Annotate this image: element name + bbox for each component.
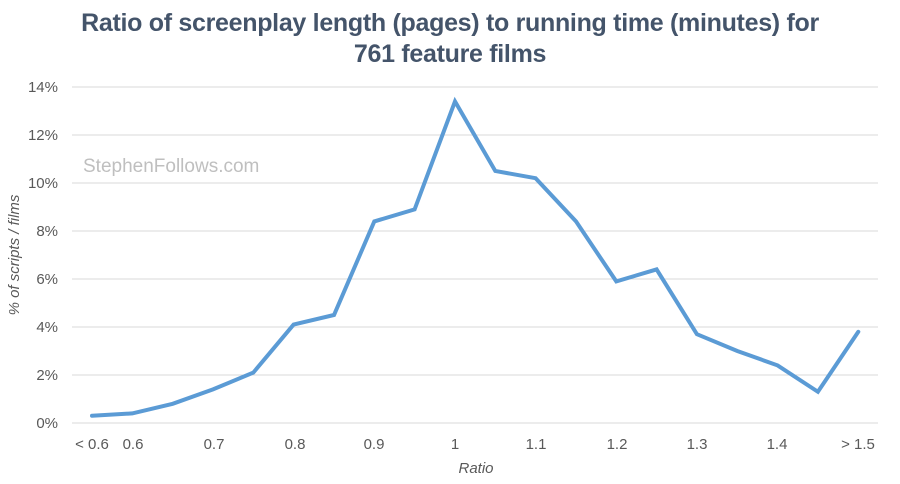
x-tick-label: 0.6 — [123, 436, 144, 453]
chart-title-line-1: Ratio of screenplay length (pages) to ru… — [81, 9, 819, 37]
x-axis-label: Ratio — [458, 460, 493, 477]
y-tick-label: 0% — [36, 415, 58, 432]
chart-title: Ratio of screenplay length (pages) to ru… — [0, 8, 900, 70]
y-tick-label: 10% — [28, 175, 58, 192]
y-axis-ticks: 0% 2% 4% 6% 8% 10% 12% 14% — [28, 79, 58, 432]
x-tick-label: > 1.5 — [841, 436, 875, 453]
y-axis-label: % of scripts / films — [6, 194, 23, 315]
y-tick-label: 12% — [28, 127, 58, 144]
x-axis-ticks: < 0.6 0.6 0.7 0.8 0.9 1 1.1 1.2 1.3 1.4 > 1.5 — [75, 436, 875, 453]
x-tick-label: 1.2 — [607, 436, 628, 453]
x-tick-label: 0.8 — [285, 436, 306, 453]
x-tick-label: < 0.6 — [75, 436, 109, 453]
data-line — [90, 96, 861, 418]
x-tick-label: 0.7 — [204, 436, 225, 453]
y-tick-label: 6% — [36, 271, 58, 288]
watermark: StephenFollows.com — [83, 156, 259, 177]
x-tick-label: 1.3 — [687, 436, 708, 453]
y-tick-label: 4% — [36, 319, 58, 336]
x-tick-label: 0.9 — [364, 436, 385, 453]
y-tick-label: 8% — [36, 223, 58, 240]
x-tick-label: 1 — [451, 436, 459, 453]
x-tick-label: 1.4 — [767, 436, 788, 453]
x-tick-label: 1.1 — [526, 436, 547, 453]
chart-title-line-2: 761 feature films — [353, 40, 547, 68]
y-tick-label: 2% — [36, 367, 58, 384]
y-tick-label: 14% — [28, 79, 58, 96]
